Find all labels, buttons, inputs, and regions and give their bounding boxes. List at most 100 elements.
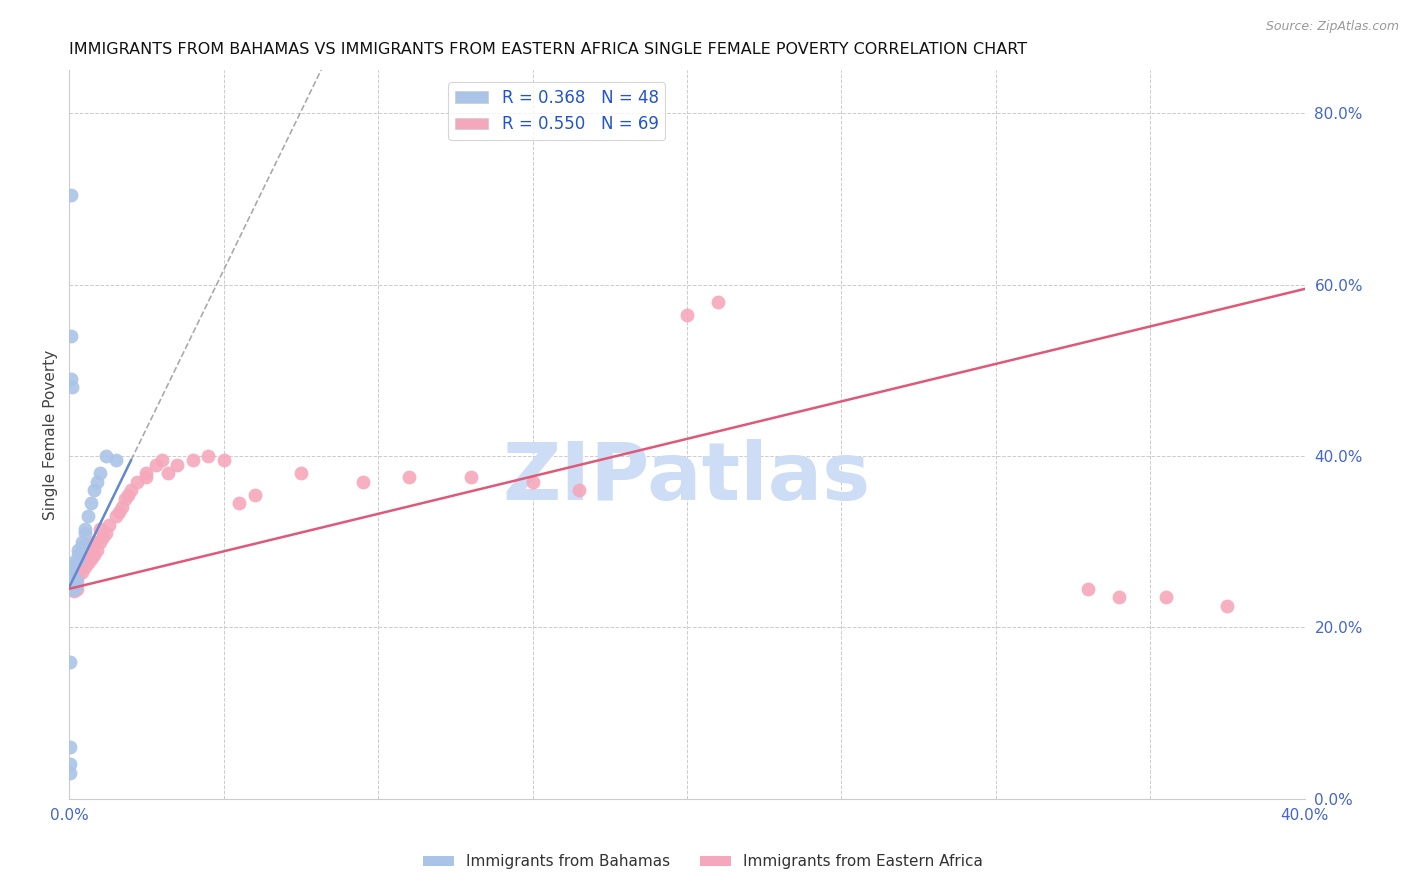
Point: [59, 757, 82, 772]
Point: [80, 496, 103, 510]
Point: [62, 579, 84, 593]
Point: [135, 466, 157, 480]
Point: [65, 577, 87, 591]
Text: Source: ZipAtlas.com: Source: ZipAtlas.com: [1265, 20, 1399, 33]
Point: [91, 530, 114, 544]
Point: [398, 470, 420, 484]
Point: [60, 329, 83, 343]
Point: [104, 508, 127, 523]
Point: [62, 579, 84, 593]
Point: [60, 575, 83, 590]
Point: [60, 579, 83, 593]
Point: [83, 548, 105, 562]
Point: [98, 517, 121, 532]
Point: [60, 569, 83, 583]
Point: [60, 582, 83, 596]
Point: [65, 579, 87, 593]
Point: [117, 487, 139, 501]
Point: [1108, 591, 1130, 605]
Point: [67, 569, 90, 583]
Point: [89, 534, 111, 549]
Point: [62, 579, 84, 593]
Point: [1154, 591, 1177, 605]
Point: [76, 556, 98, 570]
Point: [60, 569, 83, 583]
Point: [1216, 599, 1239, 613]
Point: [290, 466, 312, 480]
Point: [59, 577, 82, 591]
Point: [63, 575, 86, 590]
Point: [707, 294, 730, 309]
Point: [60, 372, 83, 386]
Point: [63, 577, 86, 591]
Point: [89, 466, 111, 480]
Point: [73, 548, 96, 562]
Point: [63, 577, 86, 591]
Point: [86, 475, 108, 489]
Point: [460, 470, 482, 484]
Point: [60, 575, 83, 590]
Point: [62, 575, 84, 590]
Point: [62, 574, 84, 588]
Point: [67, 548, 90, 562]
Point: [120, 483, 142, 498]
Point: [62, 577, 84, 591]
Point: [76, 508, 98, 523]
Point: [59, 766, 82, 780]
Point: [67, 556, 90, 570]
Point: [166, 458, 188, 472]
Point: [228, 496, 250, 510]
Point: [60, 574, 83, 588]
Point: [65, 579, 87, 593]
Point: [60, 571, 83, 585]
Point: [80, 551, 103, 566]
Point: [63, 584, 86, 599]
Point: [568, 483, 591, 498]
Point: [67, 543, 90, 558]
Point: [63, 575, 86, 590]
Point: [62, 575, 84, 590]
Point: [80, 539, 103, 553]
Point: [114, 491, 136, 506]
Point: [59, 187, 82, 202]
Point: [150, 453, 173, 467]
Point: [60, 577, 83, 591]
Point: [66, 575, 89, 590]
Point: [63, 582, 86, 596]
Y-axis label: Single Female Poverty: Single Female Poverty: [44, 350, 58, 520]
Point: [83, 534, 105, 549]
Point: [60, 574, 83, 588]
Point: [59, 556, 82, 570]
Point: [65, 579, 87, 593]
Point: [86, 543, 108, 558]
Point: [89, 522, 111, 536]
Point: [96, 449, 118, 463]
Point: [59, 565, 82, 579]
Point: [66, 582, 89, 596]
Point: [107, 505, 129, 519]
Point: [59, 582, 82, 596]
Point: [63, 581, 86, 595]
Point: [65, 575, 87, 590]
Point: [127, 475, 149, 489]
Point: [1077, 582, 1099, 596]
Point: [65, 569, 87, 583]
Point: [111, 500, 134, 515]
Point: [65, 579, 87, 593]
Point: [96, 526, 118, 541]
Point: [83, 483, 105, 498]
Point: [65, 574, 87, 588]
Point: [212, 453, 235, 467]
Point: [522, 475, 544, 489]
Point: [70, 534, 93, 549]
Point: [59, 560, 82, 574]
Legend: Immigrants from Bahamas, Immigrants from Eastern Africa: Immigrants from Bahamas, Immigrants from…: [416, 848, 990, 875]
Text: ZIPatlas: ZIPatlas: [503, 439, 872, 517]
Point: [352, 475, 374, 489]
Point: [157, 466, 180, 480]
Text: IMMIGRANTS FROM BAHAMAS VS IMMIGRANTS FROM EASTERN AFRICA SINGLE FEMALE POVERTY : IMMIGRANTS FROM BAHAMAS VS IMMIGRANTS FR…: [69, 42, 1028, 57]
Point: [76, 543, 98, 558]
Point: [65, 577, 87, 591]
Point: [63, 582, 86, 596]
Point: [181, 453, 204, 467]
